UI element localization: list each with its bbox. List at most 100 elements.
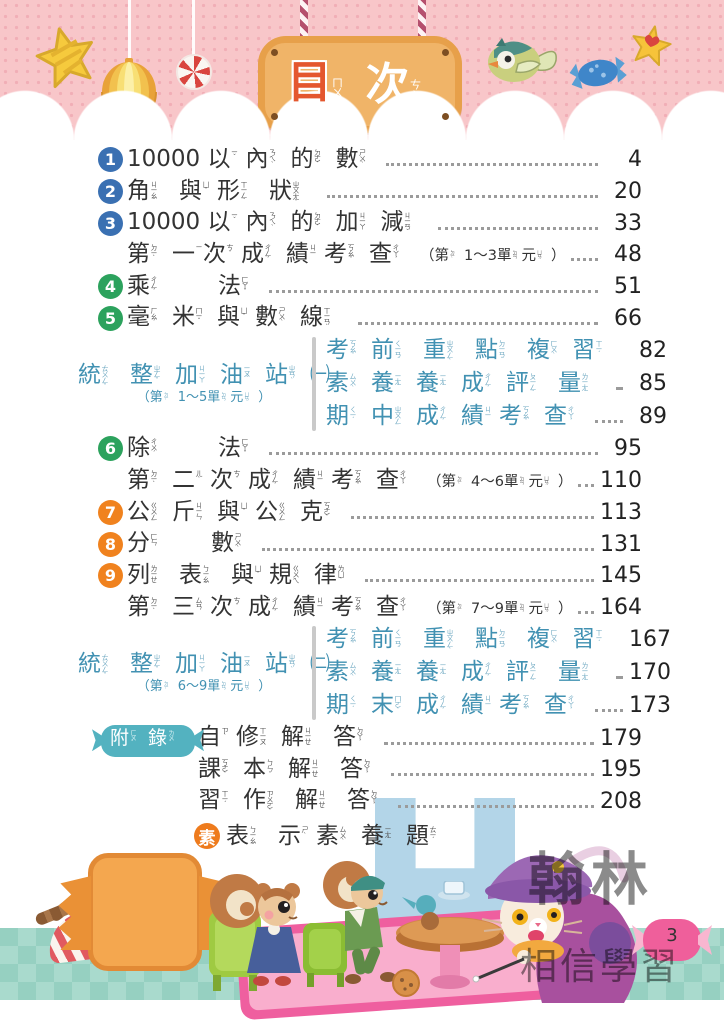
- candy-string: [192, 0, 195, 56]
- zhuyin: ㄉㄧˋ: [162, 391, 169, 404]
- zhuyin: ㄔㄚˊ: [399, 596, 407, 616]
- char-with-zhuyin: 元ㄩㄢˊ: [230, 390, 258, 406]
- char: 表: [226, 822, 249, 849]
- zhuyin: ㄊㄨㄥˇ: [101, 364, 109, 390]
- zhuyin: ㄅㄧㄠˇ: [202, 564, 210, 589]
- char-with-zhuyin: 以ㄧˇ: [207, 209, 245, 237]
- char: 課: [198, 755, 221, 782]
- char: 重: [423, 336, 446, 363]
- page-number: 33: [614, 210, 642, 236]
- zhuyin: ㄘˋ: [226, 244, 234, 258]
- char: 查: [544, 402, 567, 429]
- char-with-zhuyin: 作ㄗㄨㄛˋ: [243, 787, 295, 815]
- char-with-zhuyin: 成ㄔㄥˊ: [461, 370, 506, 398]
- char-with-zhuyin: 附ㄈㄨˋ: [110, 727, 148, 750]
- char-with-zhuyin: 乘ㄔㄥˊ: [127, 273, 172, 301]
- toc-row-chapter: 7 公ㄍㄨㄥ斤ㄐㄧㄣ與ㄩˇ 公ㄍㄨㄥ克ㄎㄜˋ 113: [98, 497, 642, 529]
- zhuyin: ㄌㄧㄤˋ: [581, 372, 589, 397]
- char: 評: [506, 369, 529, 396]
- zhuyin: ㄉㄜ˙: [313, 149, 322, 169]
- char: 成: [461, 658, 484, 685]
- char: 考: [326, 336, 349, 363]
- char: 末: [371, 691, 394, 718]
- dotted-leader: [595, 420, 623, 424]
- char-with-zhuyin: 素ㄙㄨˋ: [326, 370, 371, 398]
- char-with-zhuyin: 二ㄦˋ: [172, 467, 210, 495]
- char-with-zhuyin: 第ㄉㄧˋ: [150, 679, 178, 695]
- zhuyin: ㄙㄨˋ: [349, 372, 357, 392]
- char: 查: [376, 466, 399, 493]
- char-with-zhuyin: 單ㄉㄢ: [207, 679, 230, 695]
- char: 元: [528, 473, 543, 490]
- page-number: 66: [614, 305, 642, 331]
- char: 點: [475, 625, 498, 652]
- char-with-zhuyin: 考ㄎㄠˇ: [324, 241, 369, 269]
- char: 複: [527, 336, 550, 363]
- zhuyin: ㄧㄡˊ: [243, 653, 251, 672]
- char-with-zhuyin: 與ㄩˇ: [217, 304, 255, 332]
- char-with-zhuyin: 狀ㄓㄨㄤˋ: [269, 178, 321, 206]
- zhuyin: ㄉㄚˊ: [363, 758, 371, 778]
- char-with-zhuyin: 站ㄓㄢˋ: [265, 651, 310, 679]
- char-with-zhuyin: 米ㄇㄧˇ: [172, 304, 217, 332]
- char-with-zhuyin: 績ㄐㄧ: [461, 403, 499, 431]
- dotted-leader: [327, 195, 598, 199]
- review-station-unit-note: （第ㄉㄧˋ 1～5 單ㄉㄢ元ㄩㄢˊ）: [137, 390, 272, 406]
- heart-star-icon: [632, 25, 672, 67]
- char: 的: [290, 209, 314, 236]
- char: 績: [293, 466, 316, 493]
- brand-slogan-text: 相信學習: [520, 945, 680, 988]
- zhuyin: ㄆㄧㄥˊ: [529, 661, 537, 686]
- vertical-divider: [312, 625, 316, 720]
- char: 養: [416, 369, 439, 396]
- char-with-zhuyin: 成ㄔㄥˊ: [416, 403, 461, 431]
- zhuyin: ㄔㄥˊ: [271, 596, 279, 616]
- zhuyin: ㄊㄨㄥˇ: [101, 653, 109, 679]
- chapter-title: 公ㄍㄨㄥ斤ㄐㄧㄣ與ㄩˇ 公ㄍㄨㄥ克ㄎㄜˋ: [127, 499, 345, 527]
- char-with-zhuyin: 養ㄧㄤˇ: [416, 659, 461, 687]
- char: 單: [503, 600, 519, 617]
- char-with-zhuyin: 課ㄎㄜˋ: [198, 756, 243, 784]
- page-number: 85: [639, 371, 667, 397]
- char-with-zhuyin: 自ㄗˋ: [198, 724, 236, 752]
- char: 元: [230, 678, 244, 694]
- text-run: 7～9: [471, 600, 504, 617]
- char-with-zhuyin: 內ㄋㄟˋ: [245, 146, 290, 174]
- zhuyin: ㄋㄟˋ: [268, 212, 277, 232]
- char: 法: [218, 272, 241, 299]
- text-run: ）: [258, 389, 272, 405]
- zhuyin: ㄎㄠˇ: [522, 405, 530, 425]
- char-with-zhuyin: 法ㄈㄚˇ: [218, 435, 263, 463]
- dotted-leader: [398, 804, 594, 808]
- sign-string-left: [300, 0, 308, 40]
- char-with-zhuyin: 次ㄘˋ: [210, 467, 248, 495]
- char: 減: [380, 209, 404, 236]
- char-with-zhuyin: 解ㄐㄧㄝˇ: [295, 787, 347, 815]
- char-with-zhuyin: 查ㄔㄚˊ: [369, 241, 414, 269]
- page-number: 51: [614, 274, 642, 300]
- zhuyin: ㄐㄧ: [309, 244, 317, 255]
- zhuyin: ㄓㄢˋ: [288, 364, 296, 384]
- review-station-items: 考ㄎㄠˇ 前ㄑㄧㄢˊ 重ㄓㄨㄥˋ 點ㄉㄧㄢˇ 複ㄈㄨˋ 習ㄒㄧˊ 82 素ㄙㄨˋ 養ㄧㄤˇ 養ㄧㄤ…: [326, 334, 667, 433]
- char: 整: [130, 650, 153, 677]
- char: 評: [506, 658, 529, 685]
- char: 目: [287, 56, 332, 108]
- char-with-zhuyin: 以ㄧˇ: [207, 146, 245, 174]
- char-with-zhuyin: 考ㄎㄠˇ: [331, 594, 376, 622]
- char-with-zhuyin: 評ㄆㄧㄥˊ: [506, 370, 558, 398]
- char-with-zhuyin: 前ㄑㄧㄢˊ: [371, 337, 423, 365]
- review-station-item: 素ㄙㄨˋ 養ㄧㄤˇ 養ㄧㄤˇ 成ㄔㄥˊ 評ㄆㄧㄥˊ 量ㄌㄧㄤˋ 85: [326, 367, 667, 400]
- char: 加: [335, 209, 359, 236]
- char: 素: [326, 369, 349, 396]
- appendix-item: 自ㄗˋ 修ㄒㄧㄡ解ㄐㄧㄝˇ 答ㄉㄚˊ 179: [198, 722, 642, 754]
- dotted-leader: [578, 484, 594, 488]
- page-number: 48: [614, 242, 642, 268]
- char: 錄: [148, 727, 168, 750]
- char-with-zhuyin: 元ㄩㄢˊ: [528, 474, 558, 491]
- zhuyin: ㄈㄨˋ: [550, 628, 558, 648]
- zhuyin: ㄒㄧˊ: [221, 790, 229, 809]
- orange-candy-wrapper: [58, 853, 232, 971]
- zhuyin: ㄇㄛˋ: [394, 694, 402, 714]
- char-with-zhuyin: 律ㄌㄩˋ: [314, 562, 359, 590]
- dotted-leader: [571, 258, 598, 262]
